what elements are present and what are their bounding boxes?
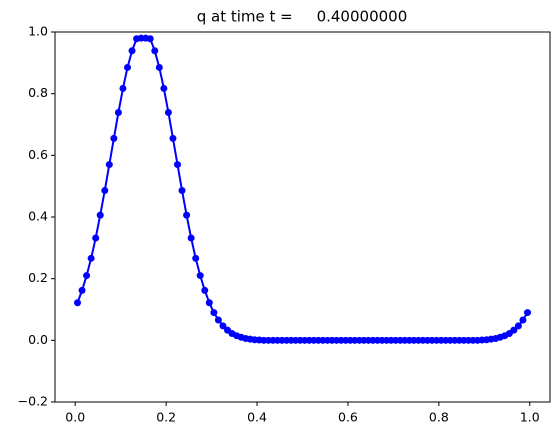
data-point	[124, 63, 131, 71]
data-point	[78, 286, 86, 294]
data-point	[169, 134, 177, 142]
data-point	[219, 322, 227, 330]
data-point	[192, 254, 200, 262]
data-point	[519, 316, 527, 324]
data-point	[196, 272, 204, 280]
x-tick-label: 0.8	[429, 410, 449, 425]
data-point	[128, 47, 136, 55]
data-point	[205, 299, 213, 307]
data-point	[210, 309, 218, 317]
y-tick-label: −0.2	[18, 394, 48, 409]
data-point	[87, 254, 95, 262]
y-tick-label: 0.8	[28, 85, 48, 100]
x-tick-label: 0.4	[247, 410, 267, 425]
x-tick-label: 0.2	[156, 410, 176, 425]
data-point	[174, 161, 181, 169]
data-point	[151, 47, 159, 55]
x-tick-label: 0.6	[338, 410, 358, 425]
y-tick-label: 0.6	[28, 147, 48, 162]
y-tick-label: 0.2	[28, 270, 48, 285]
data-point	[96, 211, 104, 219]
y-tick-label: 0.0	[28, 332, 48, 347]
data-point	[187, 234, 195, 242]
data-point	[201, 286, 209, 294]
data-point	[524, 309, 531, 317]
y-tick-label: 0.4	[28, 209, 48, 224]
data-point	[92, 234, 100, 242]
axes-frame	[54, 31, 551, 403]
chart-title: q at time t = 0.40000000	[197, 8, 408, 26]
data-point	[114, 108, 122, 116]
data-point	[155, 63, 163, 71]
data-point	[160, 84, 168, 92]
data-point	[119, 84, 127, 92]
data-point	[183, 211, 191, 219]
data-point	[178, 186, 186, 194]
x-tick-label: 1.0	[520, 410, 540, 425]
data-point	[74, 299, 81, 307]
x-tick-label: 0.0	[65, 410, 85, 425]
data-point	[510, 326, 518, 334]
data-point	[214, 316, 222, 324]
data-point	[146, 35, 154, 43]
data-point	[101, 186, 109, 194]
data-point	[83, 272, 91, 280]
data-point	[110, 134, 118, 142]
data-line	[76, 37, 529, 342]
data-point	[514, 322, 522, 330]
data-point	[105, 161, 113, 169]
y-tick-label: 1.0	[28, 24, 48, 39]
data-point	[164, 108, 172, 116]
